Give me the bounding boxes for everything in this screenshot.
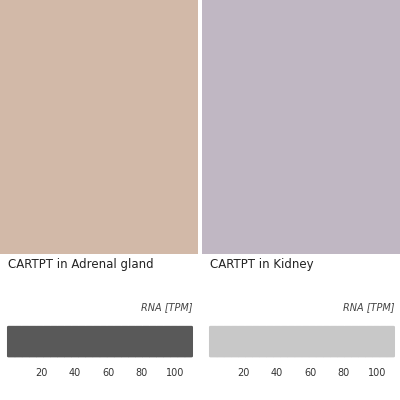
FancyBboxPatch shape [223,326,232,357]
FancyBboxPatch shape [258,326,268,357]
FancyBboxPatch shape [252,326,260,357]
FancyBboxPatch shape [365,326,374,357]
FancyBboxPatch shape [156,326,165,357]
Text: 80: 80 [136,368,148,378]
FancyBboxPatch shape [78,326,87,357]
FancyBboxPatch shape [386,326,395,357]
FancyBboxPatch shape [336,326,346,357]
Text: 80: 80 [338,368,350,378]
FancyBboxPatch shape [351,326,360,357]
Text: CARTPT in Adrenal gland: CARTPT in Adrenal gland [8,258,154,271]
FancyBboxPatch shape [127,326,136,357]
FancyBboxPatch shape [209,326,218,357]
Text: RNA [TPM]: RNA [TPM] [140,302,192,312]
FancyBboxPatch shape [99,326,108,357]
Text: 20: 20 [237,368,250,378]
FancyBboxPatch shape [21,326,30,357]
FancyBboxPatch shape [315,326,324,357]
FancyBboxPatch shape [113,326,122,357]
FancyBboxPatch shape [149,326,158,357]
FancyBboxPatch shape [7,326,16,357]
FancyBboxPatch shape [64,326,73,357]
FancyBboxPatch shape [230,326,239,357]
FancyBboxPatch shape [134,326,144,357]
Text: 100: 100 [368,368,386,378]
FancyBboxPatch shape [287,326,296,357]
FancyBboxPatch shape [71,326,80,357]
FancyBboxPatch shape [35,326,44,357]
FancyBboxPatch shape [184,326,193,357]
FancyBboxPatch shape [120,326,129,357]
FancyBboxPatch shape [379,326,388,357]
FancyBboxPatch shape [42,326,51,357]
FancyBboxPatch shape [308,326,317,357]
FancyBboxPatch shape [372,326,381,357]
FancyBboxPatch shape [344,326,352,357]
FancyBboxPatch shape [329,326,338,357]
Text: 40: 40 [69,368,81,378]
FancyBboxPatch shape [237,326,246,357]
Text: 100: 100 [166,368,184,378]
FancyBboxPatch shape [280,326,289,357]
Text: CARTPT in Kidney: CARTPT in Kidney [210,258,314,271]
FancyBboxPatch shape [358,326,367,357]
FancyBboxPatch shape [294,326,303,357]
Text: RNA [TPM]: RNA [TPM] [342,302,394,312]
FancyBboxPatch shape [14,326,23,357]
FancyBboxPatch shape [85,326,94,357]
Text: 60: 60 [304,368,316,378]
FancyBboxPatch shape [142,326,150,357]
FancyBboxPatch shape [92,326,101,357]
FancyBboxPatch shape [177,326,186,357]
FancyBboxPatch shape [163,326,172,357]
FancyBboxPatch shape [301,326,310,357]
FancyBboxPatch shape [273,326,282,357]
FancyBboxPatch shape [106,326,115,357]
FancyBboxPatch shape [322,326,331,357]
Text: 20: 20 [35,368,48,378]
FancyBboxPatch shape [266,326,275,357]
FancyBboxPatch shape [170,326,179,357]
FancyBboxPatch shape [244,326,253,357]
Text: 60: 60 [102,368,114,378]
FancyBboxPatch shape [56,326,66,357]
Text: 40: 40 [271,368,283,378]
FancyBboxPatch shape [28,326,37,357]
FancyBboxPatch shape [50,326,58,357]
FancyBboxPatch shape [216,326,225,357]
